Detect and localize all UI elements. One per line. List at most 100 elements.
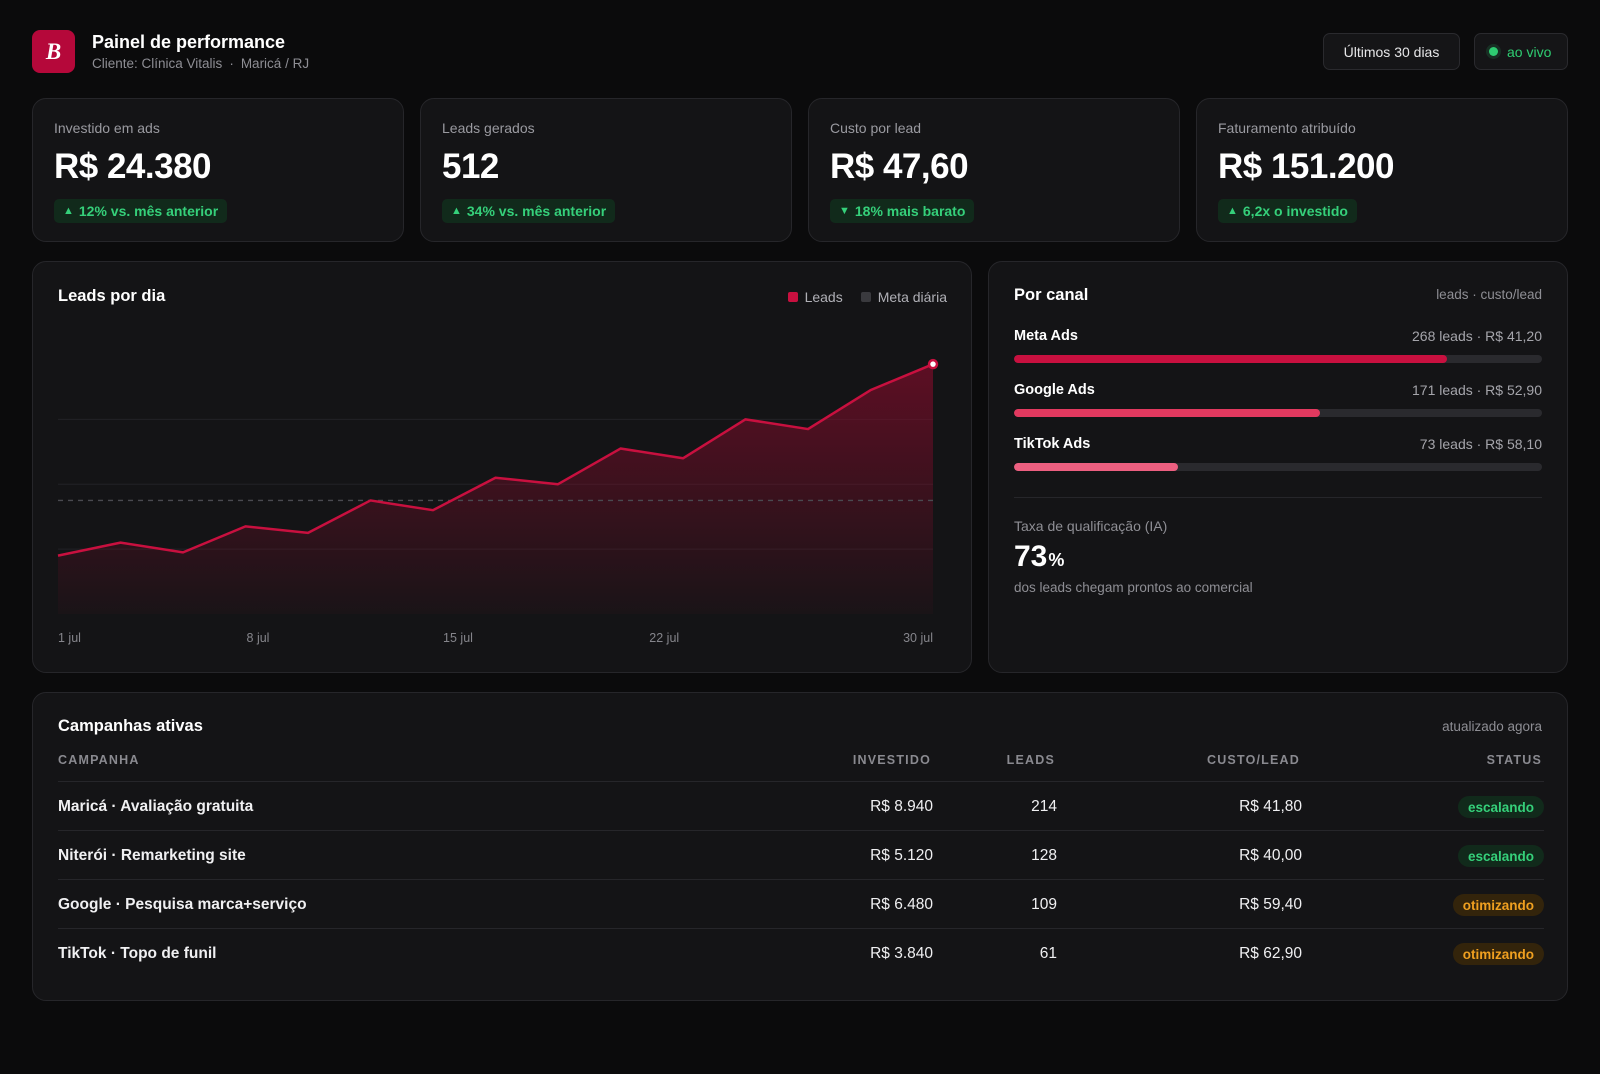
kpi-value: R$ 151.200 [1218,147,1394,186]
qualification-description: dos leads chegam prontos ao comercial [1014,580,1253,595]
campaign-invested: R$ 5.120 [870,846,933,864]
date-range-label: Últimos 30 dias [1343,43,1440,60]
kpi-card-investment: Investido em ads R$ 24.380 ▲ 12% vs. mês … [32,98,404,242]
kpi-label: Faturamento atribuído [1218,120,1356,136]
client-location: Maricá / RJ [240,56,310,71]
x-tick-label: 30 jul [903,631,933,645]
legend-label: Leads [804,289,843,305]
kpi-label: Investido em ads [54,120,160,136]
channel-row-tiktok[interactable]: TikTok Ads 73 leads · R$ 58,10 [1014,436,1542,476]
campaign-name: Google · Pesquisa marca+serviço [58,895,307,913]
campaigns-updated: atualizado agora [1442,719,1542,734]
channel-row-meta[interactable]: Meta Ads 268 leads · R$ 41,20 [1014,328,1542,368]
column-header-leads[interactable]: LEADS [1006,753,1055,767]
live-dot-icon [1489,47,1498,56]
divider [1014,497,1542,498]
kpi-delta-badge: ▼ 18% mais barato [830,199,975,223]
header: B Painel de performance Cliente: Clínica… [32,30,1568,74]
x-tick-label: 15 jul [443,631,473,645]
channel-bar-track [1014,355,1542,363]
kpi-card-leads: Leads gerados 512 ▲ 34% vs. mês anterior [420,98,792,242]
date-range-button[interactable]: Últimos 30 dias [1323,33,1460,70]
kpi-value: R$ 47,60 [830,147,969,186]
kpi-delta-text: 6,2x o investido [1242,203,1348,219]
legend-item-leads[interactable]: Leads [787,289,843,305]
kpi-delta-badge: ▲ 34% vs. mês anterior [442,199,616,223]
kpi-delta-text: 12% vs. mês anterior [78,203,219,219]
kpi-card-cost-per-lead: Custo por lead R$ 47,60 ▼ 18% mais barato [808,98,1180,242]
arrow-up-icon: ▲ [451,205,462,217]
table-row[interactable]: TikTok · Topo de funil R$ 3.840 61 R$ 62… [58,928,1544,977]
client-name: Cliente: Clínica Vitalis [92,56,223,71]
client-info: Cliente: Clínica Vitalis · Maricá / RJ [92,56,309,71]
status-badge: otimizando [1452,943,1544,965]
channel-name: Google Ads [1014,382,1095,398]
channel-stat: 171 leads · R$ 52,90 [1412,382,1542,398]
kpi-label: Custo por lead [830,120,922,136]
legend-label: Meta diária [877,289,947,305]
x-tick-label: 8 jul [247,631,270,645]
x-tick-label: 22 jul [649,631,679,645]
column-header-invested[interactable]: INVESTIDO [852,753,931,767]
channel-name: TikTok Ads [1014,436,1091,452]
campaign-invested: R$ 8.940 [870,797,933,815]
channel-bar-track [1014,409,1542,417]
channel-bar-fill [1014,355,1447,363]
kpi-value: R$ 24.380 [54,147,212,186]
column-header-status[interactable]: STATUS [1486,753,1542,767]
channel-stat: 73 leads · R$ 58,10 [1419,436,1542,452]
chart-legend: Leads Meta diária [770,289,947,305]
campaign-invested: R$ 6.480 [870,895,933,913]
channel-row-google[interactable]: Google Ads 171 leads · R$ 52,90 [1014,382,1542,422]
campaign-invested: R$ 3.840 [870,944,933,962]
campaign-cost-per-lead: R$ 40,00 [1239,846,1302,864]
campaign-cost-per-lead: R$ 62,90 [1239,944,1302,962]
channel-bar-fill [1014,463,1178,471]
campaign-leads: 128 [1031,846,1057,864]
table-row[interactable]: Maricá · Avaliação gratuita R$ 8.940 214… [58,781,1544,830]
legend-swatch [860,292,871,302]
leads-point [927,358,939,370]
campaign-name: Maricá · Avaliação gratuita [58,797,254,815]
channels-title: Por canal [1014,286,1089,304]
channel-name: Meta Ads [1014,328,1078,344]
brand-logo: B [32,30,75,73]
chart-title: Leads por dia [58,287,166,305]
arrow-down-icon: ▼ [839,205,850,217]
column-header-cost-per-lead[interactable]: CUSTO/LEAD [1206,753,1300,767]
live-status-label: ao vivo [1507,43,1552,60]
status-badge: escalando [1457,796,1544,818]
kpi-card-revenue: Faturamento atribuído R$ 151.200 ▲ 6,2x o… [1196,98,1568,242]
campaign-cost-per-lead: R$ 59,40 [1239,895,1302,913]
kpi-label: Leads gerados [442,120,535,136]
kpi-value: 512 [442,147,499,186]
x-tick-label: 1 jul [58,631,81,645]
separator-dot: · [229,56,234,71]
kpi-delta-badge: ▲ 12% vs. mês anterior [54,199,228,223]
leads-chart: 1 jul 8 jul 15 jul 22 jul 30 jul [57,358,939,645]
campaign-name: TikTok · Topo de funil [58,944,217,962]
channel-bar-track [1014,463,1542,471]
channel-bar-fill [1014,409,1321,417]
legend-swatch [787,292,798,302]
campaign-cost-per-lead: R$ 41,80 [1239,797,1302,815]
campaign-leads: 214 [1031,797,1057,815]
campaign-leads: 109 [1031,895,1057,913]
legend-item-goal[interactable]: Meta diária [860,289,947,305]
channels-subtitle: leads · custo/lead [1436,287,1542,302]
campaign-name: Niterói · Remarketing site [58,846,246,864]
live-status-badge[interactable]: ao vivo [1474,33,1568,70]
page-title: Painel de performance [92,32,286,52]
table-row[interactable]: Niterói · Remarketing site R$ 5.120 128 … [58,830,1544,879]
arrow-up-icon: ▲ [63,205,74,217]
column-header-campaign[interactable]: CAMPANHA [58,753,140,767]
qualification-value: 73% [1014,540,1064,574]
table-row[interactable]: Google · Pesquisa marca+serviço R$ 6.480… [58,879,1544,928]
kpi-delta-badge: ▲ 6,2x o investido [1218,199,1357,223]
qualification-unit: % [1048,550,1065,570]
campaign-leads: 61 [1039,944,1057,962]
status-badge: otimizando [1452,894,1544,916]
arrow-up-icon: ▲ [1227,205,1238,217]
qualification-label: Taxa de qualificação (IA) [1014,518,1168,534]
channels-card: Por canal leads · custo/lead Meta Ads 26… [988,261,1568,673]
